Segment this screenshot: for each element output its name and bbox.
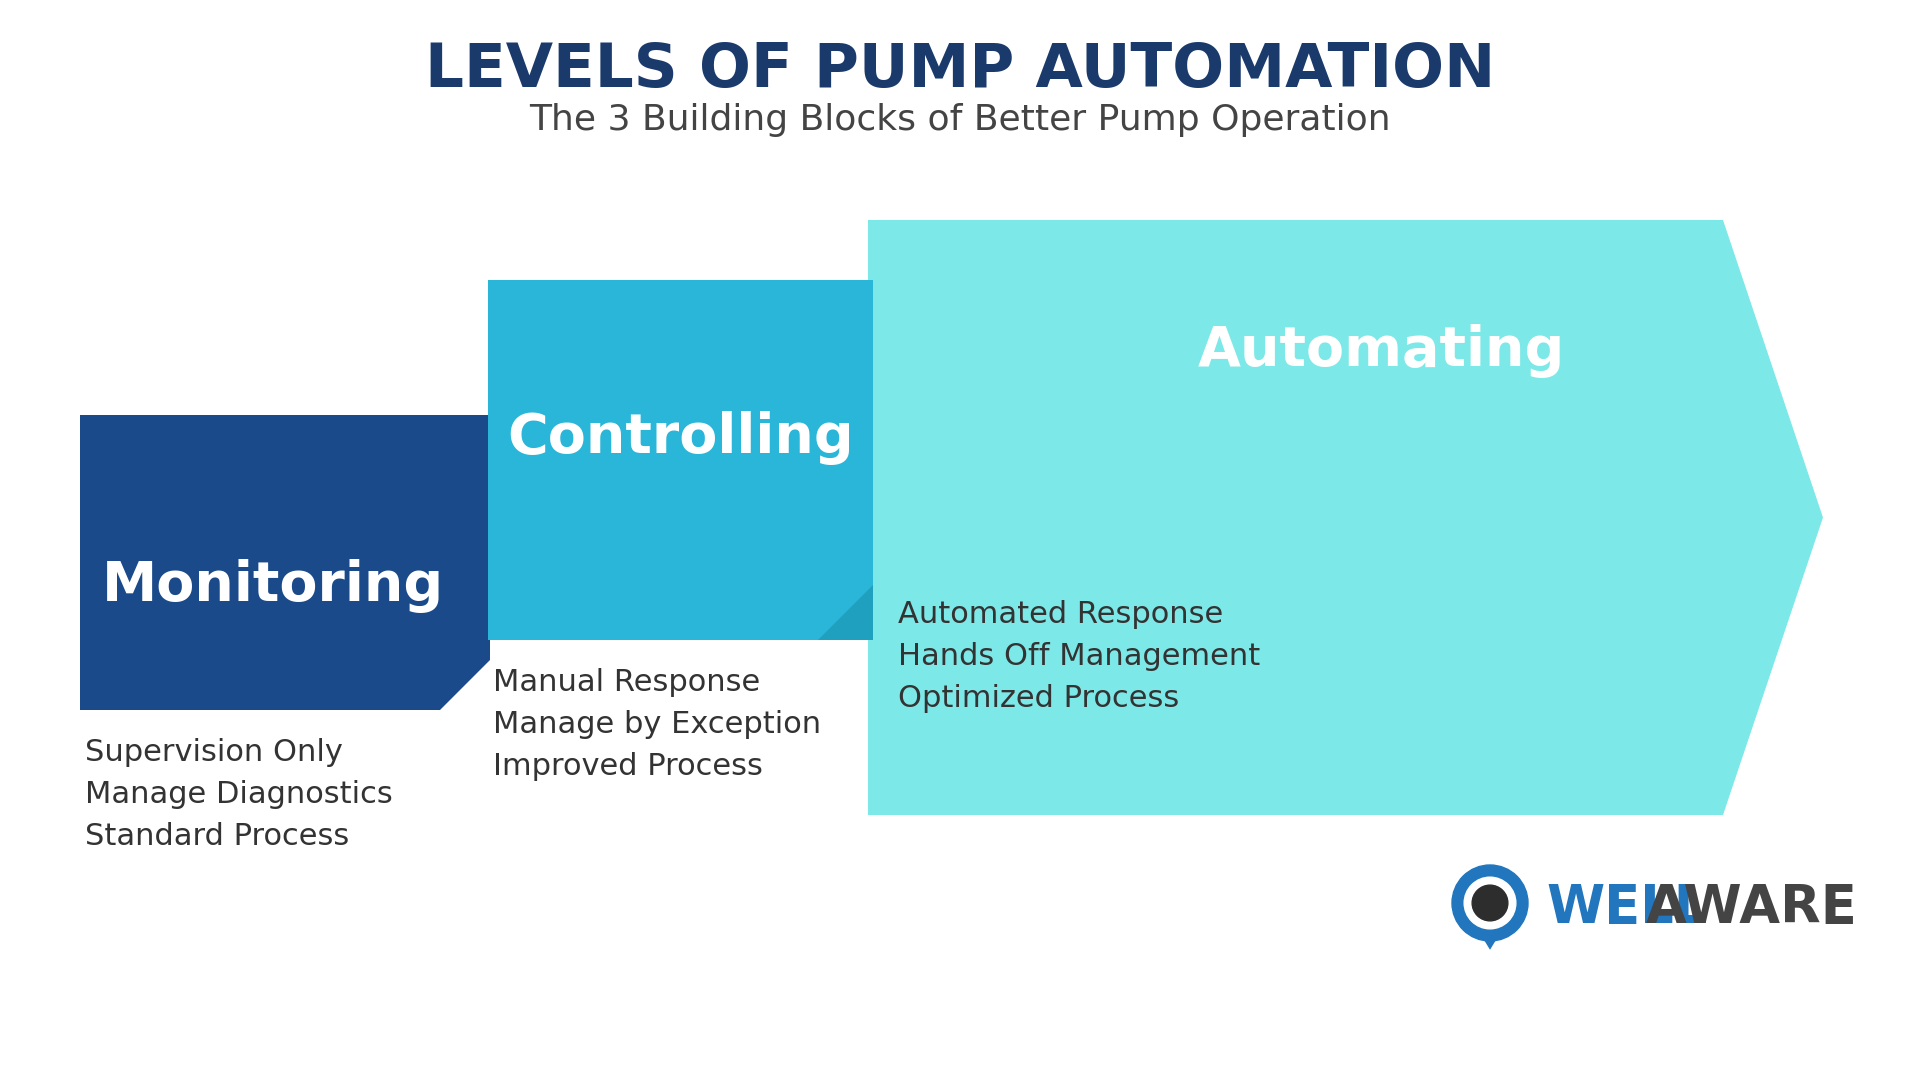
Text: Optimized Process: Optimized Process	[899, 684, 1179, 713]
Text: Automating: Automating	[1198, 324, 1565, 378]
Text: Manual Response: Manual Response	[493, 669, 760, 697]
Text: The 3 Building Blocks of Better Pump Operation: The 3 Building Blocks of Better Pump Ope…	[530, 103, 1390, 137]
Text: Standard Process: Standard Process	[84, 822, 349, 851]
Text: Automated Response: Automated Response	[899, 600, 1223, 629]
Text: AWARE: AWARE	[1645, 882, 1859, 934]
Polygon shape	[818, 585, 874, 640]
Polygon shape	[868, 220, 1822, 815]
Text: Manage by Exception: Manage by Exception	[493, 710, 822, 739]
Text: Controlling: Controlling	[507, 411, 854, 465]
Text: Manage Diagnostics: Manage Diagnostics	[84, 780, 394, 809]
Text: Hands Off Management: Hands Off Management	[899, 642, 1260, 671]
Polygon shape	[488, 280, 874, 640]
Text: WELL: WELL	[1546, 882, 1707, 934]
Circle shape	[1452, 865, 1528, 941]
Text: Improved Process: Improved Process	[493, 752, 762, 781]
Text: Monitoring: Monitoring	[102, 559, 444, 613]
Text: LEVELS OF PUMP AUTOMATION: LEVELS OF PUMP AUTOMATION	[424, 40, 1496, 99]
Polygon shape	[81, 415, 490, 710]
Circle shape	[1465, 877, 1517, 929]
Polygon shape	[1461, 903, 1519, 949]
Text: Supervision Only: Supervision Only	[84, 738, 344, 767]
Circle shape	[1473, 886, 1507, 921]
